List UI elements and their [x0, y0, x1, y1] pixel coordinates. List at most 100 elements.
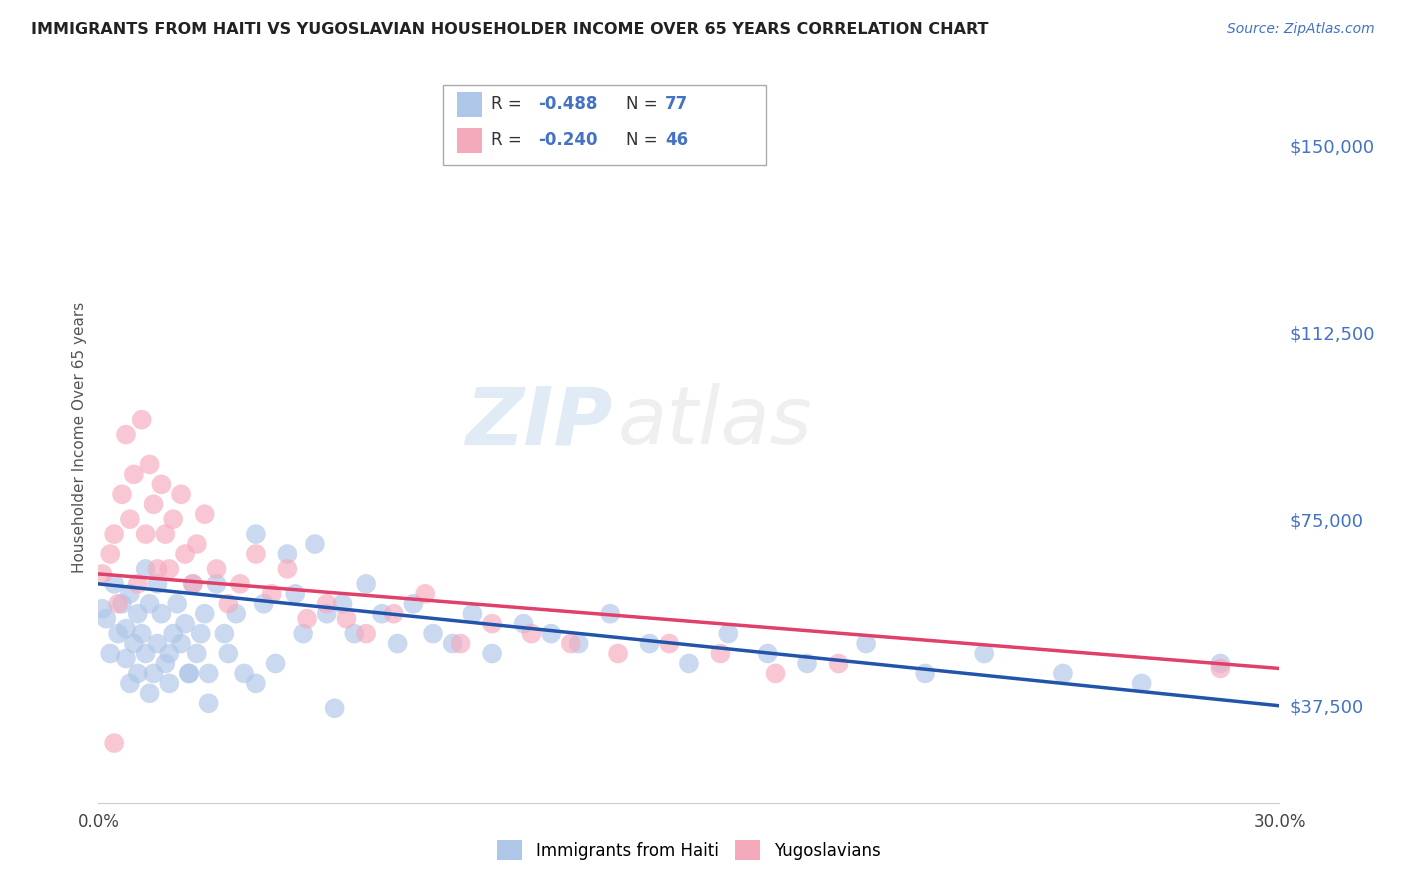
Point	[146, 562, 169, 576]
Point	[127, 607, 149, 621]
Text: -0.488: -0.488	[538, 95, 598, 113]
Legend: Immigrants from Haiti, Yugoslavians: Immigrants from Haiti, Yugoslavians	[498, 840, 880, 860]
Point	[1209, 661, 1232, 675]
Point	[142, 497, 165, 511]
Point	[332, 597, 354, 611]
Point	[382, 607, 405, 621]
Point	[276, 562, 298, 576]
Point	[162, 626, 184, 640]
Point	[135, 562, 157, 576]
Point	[756, 647, 779, 661]
Point	[343, 626, 366, 640]
Point	[174, 547, 197, 561]
Point	[131, 412, 153, 426]
Point	[520, 626, 543, 640]
Point	[973, 647, 995, 661]
Point	[205, 562, 228, 576]
Point	[122, 467, 145, 482]
Point	[1052, 666, 1074, 681]
Point	[122, 636, 145, 650]
Point	[607, 647, 630, 661]
Point	[217, 597, 239, 611]
Point	[276, 547, 298, 561]
Point	[284, 587, 307, 601]
Point	[914, 666, 936, 681]
Point	[225, 607, 247, 621]
Point	[387, 636, 409, 650]
Text: atlas: atlas	[619, 384, 813, 461]
Point	[461, 607, 484, 621]
Point	[413, 587, 436, 601]
Point	[245, 676, 267, 690]
Point	[717, 626, 740, 640]
Point	[233, 666, 256, 681]
Point	[599, 607, 621, 621]
Point	[1209, 657, 1232, 671]
Point	[260, 587, 283, 601]
Point	[197, 696, 219, 710]
Point	[118, 587, 141, 601]
Point	[245, 527, 267, 541]
Point	[292, 626, 315, 640]
Point	[146, 577, 169, 591]
Point	[295, 612, 318, 626]
Point	[103, 736, 125, 750]
Point	[155, 527, 177, 541]
Point	[190, 626, 212, 640]
Point	[177, 666, 200, 681]
Point	[1130, 676, 1153, 690]
Point	[162, 512, 184, 526]
Point	[186, 537, 208, 551]
Point	[138, 458, 160, 472]
Point	[98, 647, 121, 661]
Point	[155, 657, 177, 671]
Point	[98, 547, 121, 561]
Point	[150, 607, 173, 621]
Point	[157, 562, 180, 576]
Point	[335, 612, 357, 626]
Point	[855, 636, 877, 650]
Point	[118, 676, 141, 690]
Point	[194, 507, 217, 521]
Point	[827, 657, 849, 671]
Point	[157, 676, 180, 690]
Point	[638, 636, 661, 650]
Point	[142, 666, 165, 681]
Point	[115, 427, 138, 442]
Point	[197, 666, 219, 681]
Point	[264, 657, 287, 671]
Point	[166, 597, 188, 611]
Point	[138, 686, 160, 700]
Point	[181, 577, 204, 591]
Point	[103, 527, 125, 541]
Point	[678, 657, 700, 671]
Point	[91, 601, 114, 615]
Point	[150, 477, 173, 491]
Point	[115, 651, 138, 665]
Point	[512, 616, 534, 631]
Point	[217, 647, 239, 661]
Point	[323, 701, 346, 715]
Point	[481, 647, 503, 661]
Point	[177, 666, 200, 681]
Point	[540, 626, 562, 640]
Point	[127, 577, 149, 591]
Point	[135, 527, 157, 541]
Point	[796, 657, 818, 671]
Point	[107, 626, 129, 640]
Point	[135, 647, 157, 661]
Point	[658, 636, 681, 650]
Point	[174, 616, 197, 631]
Point	[315, 607, 337, 621]
Text: IMMIGRANTS FROM HAITI VS YUGOSLAVIAN HOUSEHOLDER INCOME OVER 65 YEARS CORRELATIO: IMMIGRANTS FROM HAITI VS YUGOSLAVIAN HOU…	[31, 22, 988, 37]
Point	[402, 597, 425, 611]
Point	[103, 577, 125, 591]
Text: Source: ZipAtlas.com: Source: ZipAtlas.com	[1227, 22, 1375, 37]
Point	[205, 577, 228, 591]
Point	[115, 622, 138, 636]
Point	[127, 666, 149, 681]
Text: R =: R =	[491, 131, 527, 149]
Point	[315, 597, 337, 611]
Point	[146, 636, 169, 650]
Y-axis label: Householder Income Over 65 years: Householder Income Over 65 years	[72, 301, 87, 573]
